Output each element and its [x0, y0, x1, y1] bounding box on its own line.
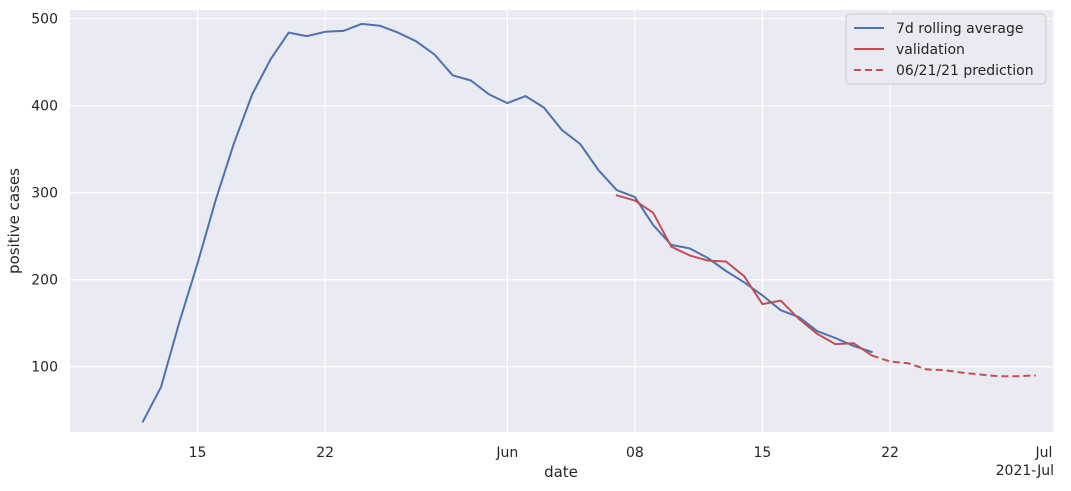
legend-box [845, 13, 1047, 85]
series-line [615, 194, 873, 357]
grid [70, 10, 1055, 432]
x-axis-label: date [544, 463, 578, 481]
series-layer [141, 22, 1036, 423]
series-line [871, 354, 1036, 378]
legend: 7d rolling average validation 06/21/21 pre… [845, 13, 1047, 85]
y-tick-label: 500 [31, 12, 58, 28]
legend-label: validation [896, 42, 965, 58]
legend-label: 7d rolling average [896, 21, 1023, 37]
ticks: 100 200 300 400 500 15 22 Jun 08 15 22 Jul [31, 12, 1052, 461]
y-tick-label: 200 [31, 273, 58, 289]
x-axis-sublabel: 2021-Jul [996, 463, 1054, 479]
x-tick-label: 22 [316, 445, 334, 461]
y-tick-label: 100 [31, 360, 58, 376]
x-tick-label: Jun [495, 445, 518, 461]
y-tick-label: 300 [31, 186, 58, 202]
y-axis-label: positive cases [5, 168, 23, 274]
x-tick-label: 08 [626, 445, 644, 461]
legend-label: 06/21/21 prediction [896, 63, 1034, 79]
x-tick-label: 22 [881, 445, 899, 461]
y-tick-label: 400 [31, 99, 58, 115]
x-tick-label: Jul [1035, 445, 1053, 461]
x-tick-label: 15 [754, 445, 772, 461]
x-tick-label: 15 [189, 445, 207, 461]
